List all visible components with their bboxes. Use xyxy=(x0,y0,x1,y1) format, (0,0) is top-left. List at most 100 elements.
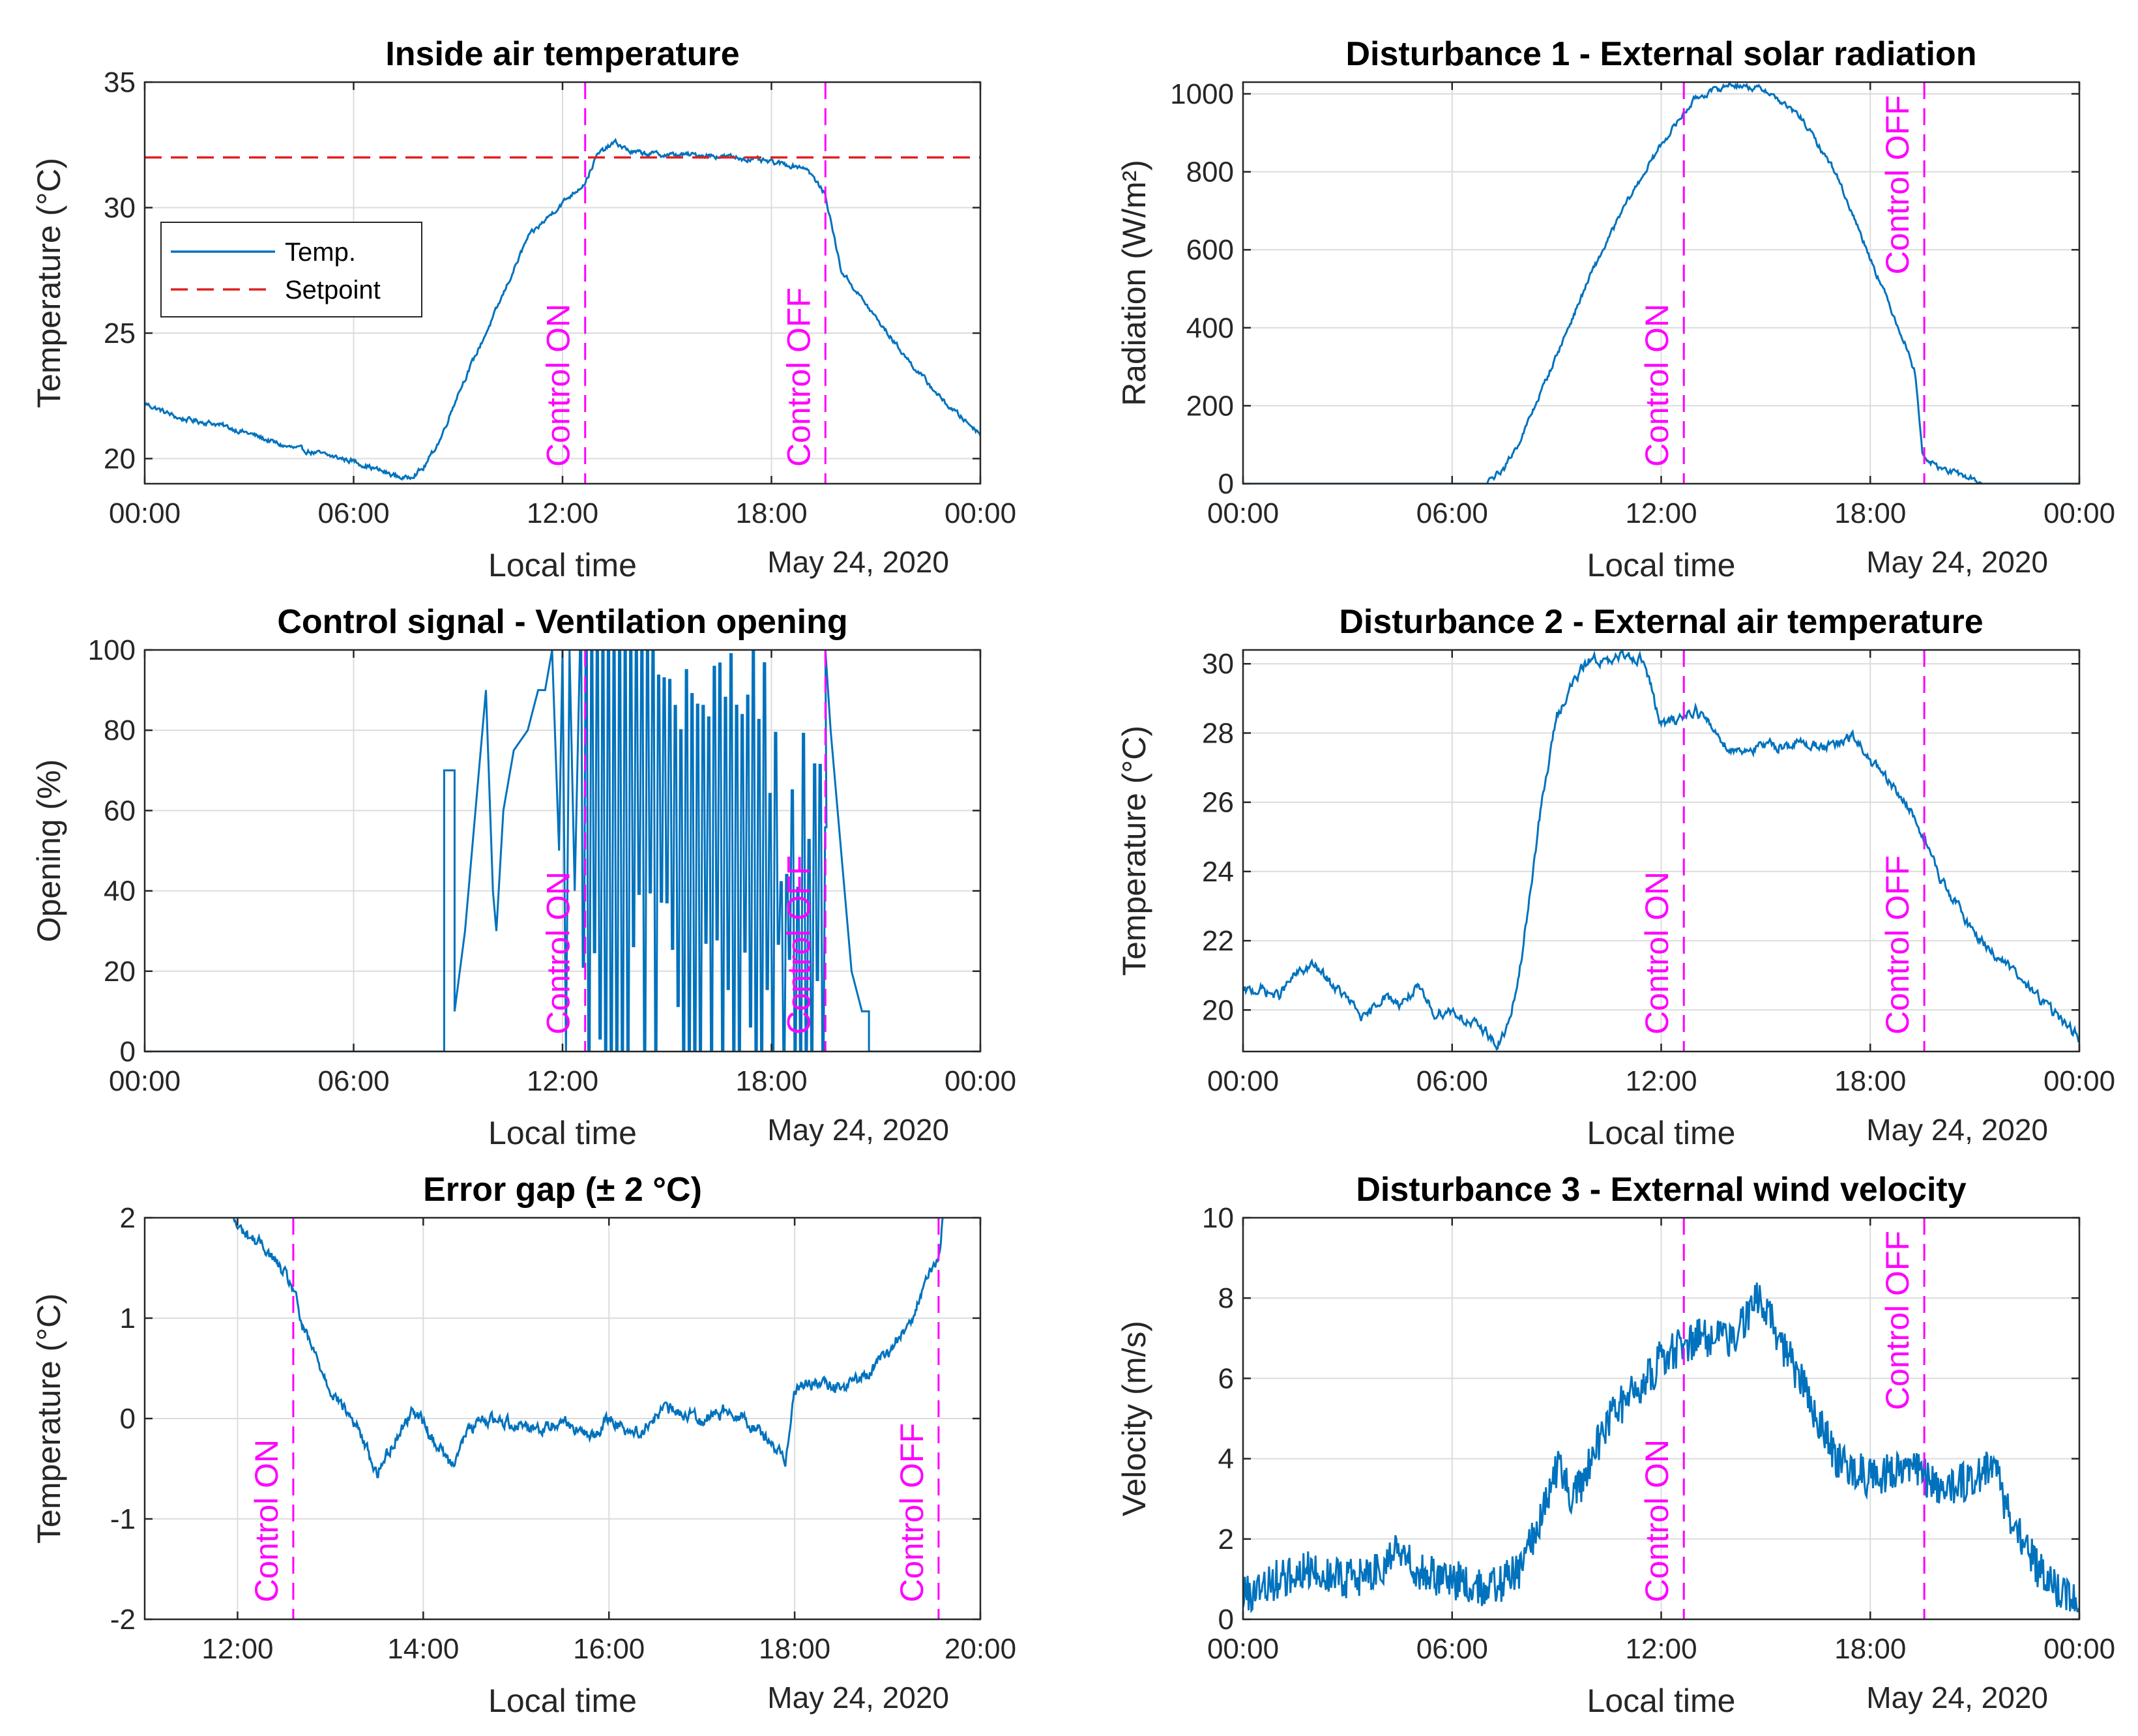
series-group xyxy=(1243,82,2079,484)
x-tick-label: 14:00 xyxy=(387,1633,459,1665)
x-tick-label: 06:00 xyxy=(317,497,389,529)
x-tick-label: 00:00 xyxy=(1207,1065,1279,1097)
y-tick-label: 8 xyxy=(1218,1282,1234,1314)
x-tick-label: 12:00 xyxy=(1625,1633,1697,1665)
x-tick-label: 12:00 xyxy=(527,497,598,529)
legend-label: Temp. xyxy=(285,238,356,267)
x-tick-label: 00:00 xyxy=(2043,1065,2115,1097)
y-axis-label: Temperature (°C) xyxy=(31,158,67,408)
control-on-label: Control ON xyxy=(540,304,577,467)
x-tick-label: 06:00 xyxy=(1416,1633,1488,1665)
legend-label: Setpoint xyxy=(285,276,381,304)
x-tick-label: 16:00 xyxy=(573,1633,645,1665)
x-tick-label: 12:00 xyxy=(527,1065,598,1097)
control-off-label: Control OFF xyxy=(1879,95,1916,274)
series-group xyxy=(232,1218,944,1479)
x-tick-label: 06:00 xyxy=(1416,497,1488,529)
y-axis-label: Velocity (m/s) xyxy=(1116,1321,1152,1516)
x-tick-label: 00:00 xyxy=(109,1065,181,1097)
y-tick-label: 200 xyxy=(1186,390,1234,422)
chart-title: Disturbance 1 - External solar radiation xyxy=(1345,35,1976,73)
series-group xyxy=(1243,1282,2079,1613)
y-tick-label: 600 xyxy=(1186,234,1234,266)
y-tick-label: 2 xyxy=(120,1202,136,1234)
y-axis-label: Opening (%) xyxy=(31,759,67,943)
y-tick-label: 2 xyxy=(1218,1523,1234,1555)
chart-wind-velocity: Control ON Control OFF 00:00 06:00 12:00 18:0… xyxy=(1116,1171,2115,1719)
y-tick-label: 30 xyxy=(104,192,136,224)
y-tick-label: 26 xyxy=(1202,787,1234,819)
y-tick-label: 100 xyxy=(88,634,136,666)
x-tick-label: 00:00 xyxy=(2043,497,2115,529)
x-tick-label: 12:00 xyxy=(1625,1065,1697,1097)
y-tick-label: 1000 xyxy=(1170,78,1234,110)
series-line-wind xyxy=(1243,1282,2079,1613)
x-tick-label: 18:00 xyxy=(1834,1633,1906,1665)
x-axis-label: Local time xyxy=(488,1115,637,1151)
y-axis-label: Radiation (W/m²) xyxy=(1116,160,1152,406)
x-tick-label: 20:00 xyxy=(945,1633,1016,1665)
x-tick-label: 18:00 xyxy=(735,497,807,529)
series-group xyxy=(145,650,980,1052)
control-on-label: Control ON xyxy=(248,1439,285,1602)
y-tick-label: 24 xyxy=(1202,856,1234,888)
series-line-error xyxy=(232,1218,944,1479)
x-tick-label: 06:00 xyxy=(1416,1065,1488,1097)
y-tick-label: 0 xyxy=(120,1036,136,1068)
y-tick-label: 4 xyxy=(1218,1443,1234,1475)
x-tick-label: 18:00 xyxy=(735,1065,807,1097)
y-tick-label: -2 xyxy=(110,1604,136,1636)
y-tick-label: 6 xyxy=(1218,1362,1234,1394)
y-tick-label: 60 xyxy=(104,795,136,827)
x-tick-label: 00:00 xyxy=(1207,497,1279,529)
legend: Temp. Setpoint xyxy=(160,222,422,317)
chart-inside-air: Control ON Control OFF 00:00 06:00 12:00 18:0… xyxy=(31,35,1016,583)
control-off-label: Control OFF xyxy=(780,287,817,467)
y-tick-label: 800 xyxy=(1186,156,1234,188)
series-group xyxy=(145,138,980,481)
date-label: May 24, 2020 xyxy=(1866,1681,2048,1714)
series-line-external-temperature xyxy=(1243,650,2079,1052)
control-off-label: Control OFF xyxy=(780,855,817,1035)
control-off-label: Control OFF xyxy=(1879,1231,1916,1410)
x-tick-label: 00:00 xyxy=(2043,1633,2115,1665)
chart-title: Disturbance 2 - External air temperature xyxy=(1339,603,1983,641)
x-axis-label: Local time xyxy=(488,1683,637,1719)
control-on-label: Control ON xyxy=(1639,304,1675,467)
x-axis-label: Local time xyxy=(1587,1683,1736,1719)
date-label: May 24, 2020 xyxy=(767,1681,949,1714)
date-label: May 24, 2020 xyxy=(767,545,949,579)
x-tick-label: 00:00 xyxy=(945,1065,1016,1097)
chart-external-air: Control ON Control OFF 00:00 06:00 12:00 18:0… xyxy=(1116,603,2115,1151)
y-tick-label: 20 xyxy=(104,443,136,475)
y-tick-label: 25 xyxy=(104,317,136,349)
series-line-temp- xyxy=(145,138,980,481)
x-tick-label: 18:00 xyxy=(759,1633,830,1665)
control-off-label: Control OFF xyxy=(894,1423,930,1602)
x-tick-label: 18:00 xyxy=(1834,1065,1906,1097)
y-tick-label: -1 xyxy=(110,1503,136,1535)
series-line-radiation xyxy=(1243,82,2079,484)
x-tick-label: 06:00 xyxy=(317,1065,389,1097)
y-axis-label: Temperature (°C) xyxy=(1116,726,1152,976)
y-tick-label: 1 xyxy=(120,1302,136,1334)
y-tick-label: 10 xyxy=(1202,1202,1234,1234)
date-label: May 24, 2020 xyxy=(1866,545,2048,579)
y-tick-label: 0 xyxy=(1218,1604,1234,1636)
y-tick-label: 35 xyxy=(104,66,136,98)
control-on-label: Control ON xyxy=(1639,872,1675,1035)
x-axis-label: Local time xyxy=(1587,547,1736,583)
series-group xyxy=(1243,650,2079,1052)
date-label: May 24, 2020 xyxy=(1866,1113,2048,1147)
date-label: May 24, 2020 xyxy=(767,1113,949,1147)
control-on-label: Control ON xyxy=(1639,1439,1675,1602)
x-axis-label: Local time xyxy=(488,547,637,583)
y-tick-label: 22 xyxy=(1202,925,1234,957)
x-tick-label: 00:00 xyxy=(1207,1633,1279,1665)
chart-error-gap: Control ON Control OFF 12:00 14:00 16:00 18:0… xyxy=(31,1171,1016,1719)
y-tick-label: 0 xyxy=(120,1403,136,1435)
y-tick-label: 40 xyxy=(104,875,136,907)
x-tick-label: 00:00 xyxy=(109,497,181,529)
x-tick-label: 00:00 xyxy=(945,497,1016,529)
